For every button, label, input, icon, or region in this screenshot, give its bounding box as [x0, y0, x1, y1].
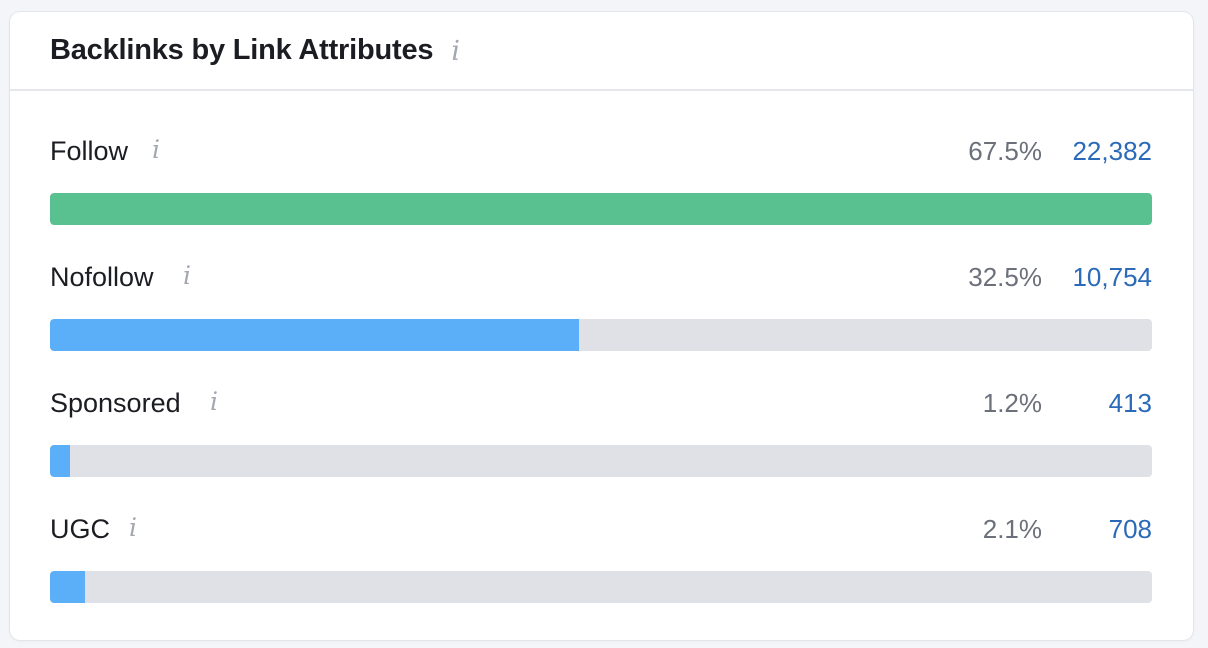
info-icon[interactable]: i: [451, 36, 460, 67]
row-label: Follow: [50, 136, 129, 166]
progress-bar-fill: [50, 571, 86, 603]
info-icon[interactable]: i: [129, 513, 137, 542]
backlinks-attributes-widget: Backlinks by Link Attributes i Follow i …: [10, 12, 1193, 640]
attribute-row-ugc: UGC i 2.1% 708: [50, 511, 1152, 603]
row-label: Sponsored: [50, 388, 181, 418]
attribute-row-follow: Follow i 67.5% 22,382: [50, 133, 1152, 225]
progress-bar: [50, 319, 1152, 351]
widget-header: Backlinks by Link Attributes i: [10, 12, 1193, 91]
row-label: Nofollow: [50, 262, 154, 292]
widget-title: Backlinks by Link Attributes: [50, 34, 434, 66]
row-count-link[interactable]: 10,754: [1072, 262, 1152, 292]
row-percent: 67.5%: [968, 136, 1042, 166]
info-icon[interactable]: i: [152, 135, 160, 164]
progress-bar: [50, 571, 1152, 603]
info-icon[interactable]: i: [183, 261, 191, 290]
progress-bar: [50, 445, 1152, 477]
row-count-link[interactable]: 708: [1108, 514, 1152, 544]
row-label: UGC: [50, 514, 110, 544]
info-icon[interactable]: i: [210, 387, 218, 416]
row-percent: 1.2%: [982, 388, 1042, 418]
progress-bar: [50, 193, 1152, 225]
row-count-link[interactable]: 22,382: [1072, 136, 1152, 166]
row-percent: 32.5%: [968, 262, 1042, 292]
progress-bar-fill: [50, 445, 70, 477]
progress-bar-fill: [50, 193, 1152, 225]
row-count-link[interactable]: 413: [1108, 388, 1152, 418]
attribute-row-nofollow: Nofollow i 32.5% 10,754: [50, 259, 1152, 351]
row-percent: 2.1%: [982, 514, 1042, 544]
progress-bar-fill: [50, 319, 579, 351]
attribute-row-sponsored: Sponsored i 1.2% 413: [50, 385, 1152, 477]
